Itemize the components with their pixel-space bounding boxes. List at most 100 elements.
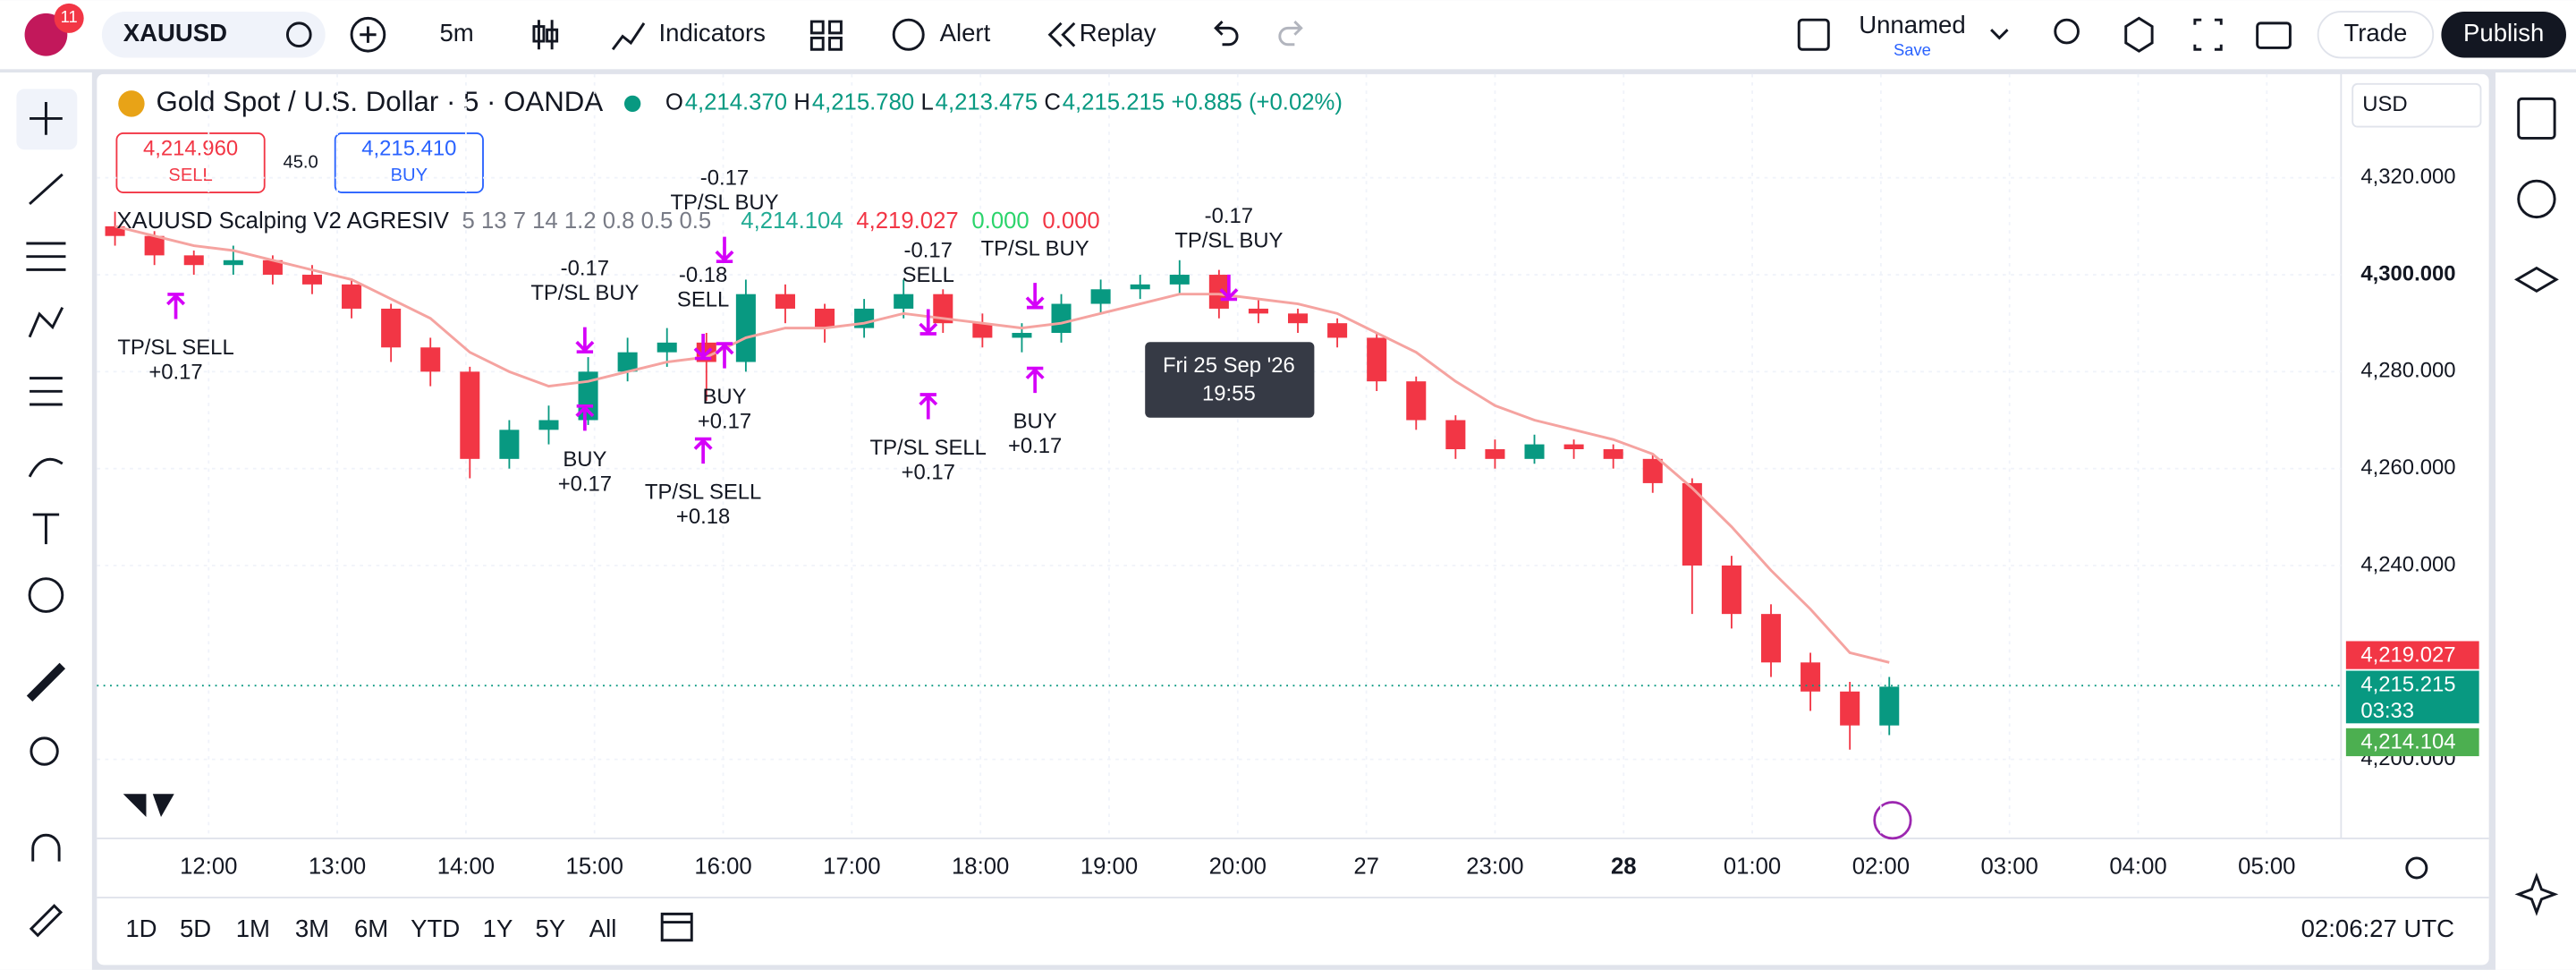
ohlc-value: 4,215.215 — [1063, 90, 1165, 115]
publish-label[interactable]: Publish — [2463, 19, 2544, 47]
candle-body — [775, 294, 795, 309]
undo-button[interactable] — [1214, 21, 1239, 47]
candle-body — [1327, 323, 1348, 338]
x-tick-label: 23:00 — [1466, 855, 1523, 880]
buy-price[interactable]: 4,215.410 — [361, 137, 456, 161]
spread: 45.0 — [283, 152, 318, 172]
change: +0.885 (+0.02%) — [1171, 90, 1342, 115]
interval[interactable]: 5m — [439, 19, 473, 47]
signal-label: SELL — [677, 288, 729, 312]
signal-label: TP/SL SELL — [645, 480, 761, 504]
signal-arrow — [919, 393, 938, 420]
fullscreen-icon[interactable] — [2193, 18, 2223, 51]
range-button[interactable]: 5D — [180, 915, 211, 942]
candle-body — [1682, 482, 1702, 566]
range-button[interactable]: 1Y — [483, 915, 513, 942]
layout-checkbox[interactable] — [1797, 18, 1830, 51]
date-range-icon[interactable] — [660, 912, 693, 942]
x-tick-label: 27 — [1353, 855, 1379, 880]
axis-settings[interactable] — [2405, 856, 2428, 880]
emoji-tool[interactable] — [28, 577, 64, 613]
snapshot-icon[interactable] — [2256, 21, 2292, 49]
x-tick-label: 02:00 — [1852, 855, 1910, 880]
sell-price[interactable]: 4,214.960 — [143, 137, 238, 161]
sell-button[interactable] — [115, 132, 266, 193]
zoom-tool[interactable] — [30, 736, 59, 766]
watchlist-icon[interactable] — [2517, 97, 2556, 140]
redo-button[interactable] — [1278, 21, 1303, 47]
search-icon[interactable] — [2054, 18, 2080, 45]
symbol[interactable]: XAUUSD — [123, 19, 227, 47]
replay-icon[interactable] — [1047, 21, 1076, 47]
trade-button[interactable] — [2317, 11, 2435, 59]
signal-label: +0.17 — [1008, 434, 1062, 458]
currency-select[interactable] — [2351, 82, 2482, 128]
price-label-box — [2345, 728, 2479, 757]
right-toolbar — [2496, 72, 2576, 970]
forecast-tool[interactable] — [30, 377, 63, 406]
brush-tool[interactable] — [28, 457, 64, 478]
x-tick-label: 03:00 — [1981, 855, 2038, 880]
candle-body — [1721, 565, 1741, 615]
range-button[interactable]: 6M — [354, 915, 388, 942]
settings-icon[interactable] — [2124, 16, 2154, 53]
candle-body — [1248, 308, 1268, 314]
range-button[interactable]: 1D — [125, 915, 157, 942]
range-button[interactable]: All — [589, 915, 617, 942]
alerts-icon[interactable] — [2517, 179, 2556, 219]
range-button[interactable]: 1M — [236, 915, 270, 942]
layers-icon[interactable] — [2513, 266, 2559, 293]
x-tick-label: 04:00 — [2109, 855, 2166, 880]
indicators-icon[interactable] — [611, 22, 646, 51]
save-label[interactable]: Save — [1894, 40, 1931, 59]
alert-icon[interactable] — [892, 18, 925, 51]
range-button[interactable]: YTD — [411, 915, 460, 942]
signal-label: TP/SL BUY — [1174, 228, 1283, 252]
range-button[interactable]: 3M — [295, 915, 329, 942]
buy-button[interactable] — [334, 132, 484, 193]
candle-body — [381, 308, 402, 348]
top-toolbar — [0, 0, 2576, 70]
chart-panel — [97, 73, 2489, 966]
layout-name[interactable]: Unnamed — [1859, 11, 1965, 38]
cursor-icon — [30, 102, 63, 135]
candle-body — [183, 255, 204, 266]
x-tick-label: 15:00 — [566, 855, 623, 880]
trendline-tool[interactable] — [29, 173, 64, 206]
range-button[interactable]: 5Y — [535, 915, 565, 942]
publish-button[interactable] — [2441, 12, 2566, 58]
x-tick-label: 01:00 — [1724, 855, 1781, 880]
signal-arrow — [919, 309, 938, 336]
badge — [54, 3, 84, 33]
candle-body — [617, 352, 638, 372]
layout-menu[interactable] — [1990, 29, 2009, 40]
alert-button[interactable]: Alert — [940, 19, 991, 47]
candle-body — [1485, 449, 1505, 459]
chart-type-icon[interactable] — [532, 20, 559, 50]
compare-button[interactable] — [350, 16, 386, 53]
signal-label: TP/SL SELL — [870, 436, 987, 460]
drawing-mode-tool[interactable] — [29, 904, 64, 938]
currency[interactable]: USD — [2362, 92, 2407, 116]
measure-tool[interactable] — [26, 662, 66, 702]
sell-label[interactable]: SELL — [168, 166, 212, 185]
price-label-box — [2345, 641, 2479, 669]
symbol-icon[interactable] — [285, 21, 312, 48]
buy-label[interactable]: BUY — [391, 166, 428, 185]
symbol-search[interactable] — [101, 12, 326, 58]
pattern-tool[interactable] — [28, 306, 64, 338]
replay-button[interactable]: Replay — [1080, 19, 1157, 47]
tv-logo — [123, 794, 174, 818]
magnet-tool[interactable] — [31, 833, 61, 862]
event-icon[interactable] — [1873, 801, 1912, 840]
indicators-button[interactable]: Indicators — [659, 19, 766, 47]
tooltip-text: Fri 25 Sep '26 — [1163, 353, 1295, 378]
ideas-icon[interactable] — [2514, 872, 2559, 916]
fib-tool[interactable] — [26, 242, 66, 271]
templates-icon[interactable] — [809, 20, 843, 51]
candle-body — [1760, 614, 1782, 663]
trade-label[interactable]: Trade — [2343, 19, 2407, 47]
signal-label: +0.17 — [558, 472, 612, 496]
text-tool[interactable] — [32, 513, 60, 545]
